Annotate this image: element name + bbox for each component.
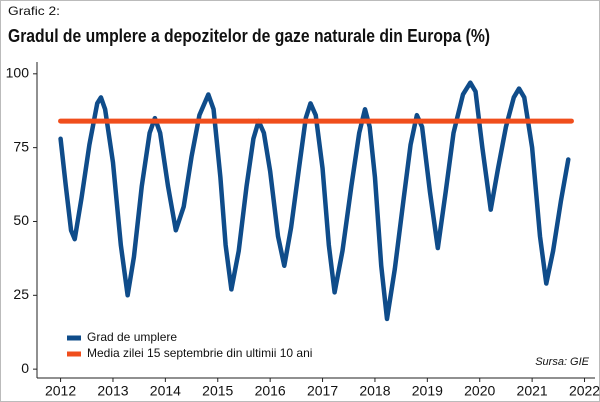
y-tick-label: 25 <box>13 286 29 302</box>
x-tick-label: 2018 <box>359 383 390 399</box>
x-tick-label: 2016 <box>255 383 286 399</box>
chart-title: Gradul de umplere a depozitelor de gaze … <box>8 26 490 46</box>
y-tick-label: 50 <box>13 212 29 228</box>
y-tick-label: 0 <box>21 360 29 376</box>
x-tick-label: 2014 <box>150 383 181 399</box>
source: Sursa: GIE <box>535 356 589 368</box>
x-tick-label: 2015 <box>202 383 233 399</box>
x-tick-label: 2019 <box>412 383 443 399</box>
x-tick-label: 2012 <box>45 383 76 399</box>
legend-label: Media zilei 15 septembrie din ultimii 10… <box>87 346 312 360</box>
x-tick-label: 2020 <box>464 383 495 399</box>
x-tick-label: 2021 <box>517 383 548 399</box>
x-tick-label: 2013 <box>97 383 128 399</box>
y-tick-label: 75 <box>13 138 29 154</box>
supertitle: Grafic 2: <box>8 4 60 18</box>
x-tick-label: 2017 <box>307 383 338 399</box>
legend-label: Grad de umplere <box>87 330 177 344</box>
x-tick-label: 2022 <box>569 383 600 399</box>
y-tick-label: 100 <box>6 65 30 81</box>
